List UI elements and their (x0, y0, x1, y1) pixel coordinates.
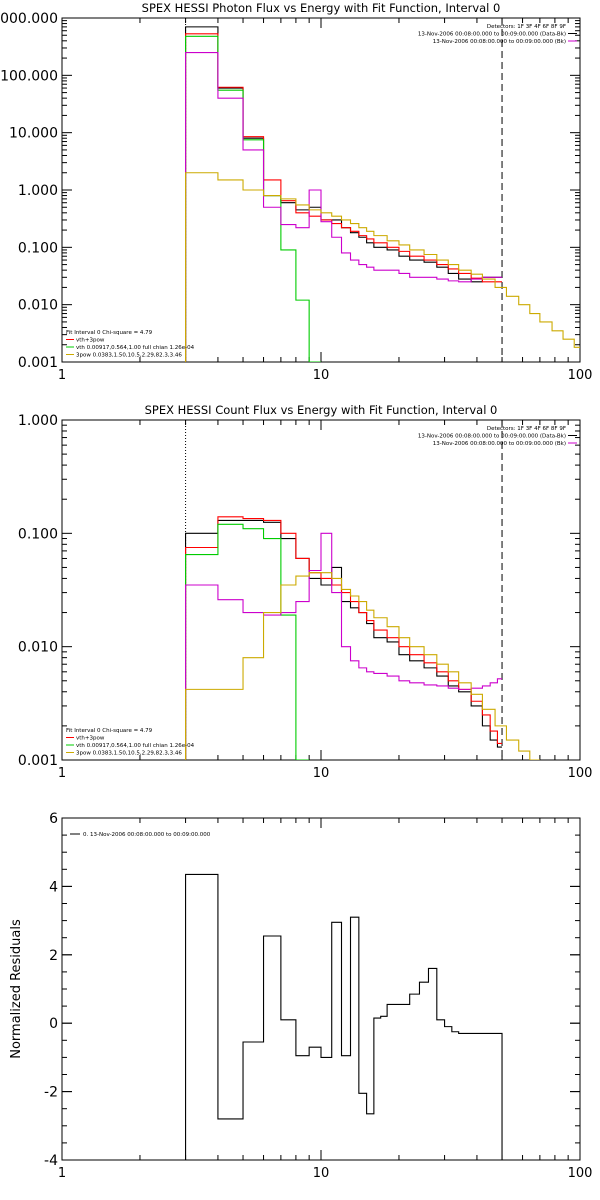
legend-entry: vth+3pow (76, 736, 105, 742)
series-group (185, 516, 540, 760)
legend-entry: Fit Interval 0 Chi-square = 4.79 (66, 728, 153, 734)
y-tick-label: 0.100 (18, 526, 58, 542)
legend-entry: 3pow 0.0383,1.50,10.5,2.29,82.3,3.46 (76, 751, 182, 757)
count-flux-panel: SPEX HESSI Count Flux vs Energy with Fit… (18, 403, 593, 781)
y-tick-label: 1.000 (18, 413, 58, 429)
x-tick-label: 1 (58, 368, 66, 383)
legend-entry: 13-Nov-2006 00:08:00.000 to 00:09:00.000… (433, 441, 566, 447)
series-line-3 (185, 51, 503, 362)
legend-entry: vth 0.00917,0.564,1.00 full chian 1.26e-… (76, 345, 195, 351)
y-tick-label: 1.000 (18, 183, 58, 199)
y-tick-label: 6 (49, 811, 58, 827)
y-tick-label: 000.000 (0, 11, 58, 27)
series-line-4 (185, 172, 580, 362)
series-line-4 (185, 572, 540, 760)
series-line-2 (185, 523, 310, 760)
y-tick-label: -2 (44, 1085, 58, 1101)
legend-entry: vth 0.00917,0.564,1.00 full chian 1.26e-… (76, 743, 195, 749)
y-tick-label: 0.001 (18, 753, 58, 769)
legend-entry: 13-Nov-2006 00:08:00.000 to 00:09:00.000… (418, 32, 566, 38)
photon-flux-panel: SPEX HESSI Photon Flux vs Energy with Fi… (0, 1, 592, 383)
y-tick-label: 0.100 (18, 240, 58, 256)
legend-entry: vth+3pow (76, 338, 105, 344)
y-tick-label: 0.010 (18, 640, 58, 656)
x-tick-label: 100 (568, 766, 593, 781)
series-line-0 (185, 26, 503, 362)
series-line-1 (185, 516, 503, 760)
legend-entry: 13-Nov-2006 00:08:00.000 to 00:09:00.000… (433, 39, 566, 45)
legend-entry: Detectors: 1F 3F 4F 6F 8F 9F (487, 24, 566, 30)
y-tick-label: 100.000 (0, 68, 58, 84)
y-tick-label: 0 (49, 1016, 58, 1032)
series-line-0 (185, 873, 503, 1160)
chart-title: SPEX HESSI Count Flux vs Energy with Fit… (145, 403, 498, 417)
x-tick-label: 10 (313, 1166, 330, 1181)
y-tick-label: -4 (44, 1153, 58, 1169)
x-tick-label: 10 (313, 766, 330, 781)
series-line-0 (185, 519, 503, 760)
x-tick-label: 10 (313, 368, 330, 383)
y-tick-label: 2 (49, 948, 58, 964)
series-line-1 (185, 33, 503, 362)
series-line-3 (185, 532, 503, 760)
y-tick-label: 4 (49, 879, 58, 895)
x-tick-label: 1 (58, 1166, 66, 1181)
series-line-2 (185, 35, 321, 362)
x-tick-label: 100 (568, 368, 593, 383)
legend-entry: 3pow 0.0383,1.50,10.5,2.29,82.3,3.46 (76, 353, 182, 359)
legend-entry: 13-Nov-2006 00:08:00.000 to 00:09:00.000… (418, 434, 566, 440)
x-tick-label: 100 (568, 1166, 593, 1181)
series-group (185, 873, 503, 1160)
residuals-panel: 1 10 100 -4 -2 0 2 4 6 Normalized Residuals 0. 13-… (9, 811, 592, 1181)
legend-entry: Detectors: 1F 3F 4F 6F 8F 9F (487, 426, 566, 432)
chart-title: SPEX HESSI Photon Flux vs Energy with Fi… (142, 1, 501, 15)
y-axis-label: Normalized Residuals (9, 919, 24, 1059)
legend-entry: Fit Interval 0 Chi-square = 4.79 (66, 330, 153, 336)
legend-entry: 0. 13-Nov-2006 00:08:00.000 to 00:09:00.… (83, 832, 211, 838)
y-tick-label: 10.000 (9, 126, 58, 142)
x-tick-label: 1 (58, 766, 66, 781)
y-tick-label: 0.001 (18, 355, 58, 371)
y-tick-label: 0.010 (18, 298, 58, 314)
series-group (185, 26, 580, 362)
